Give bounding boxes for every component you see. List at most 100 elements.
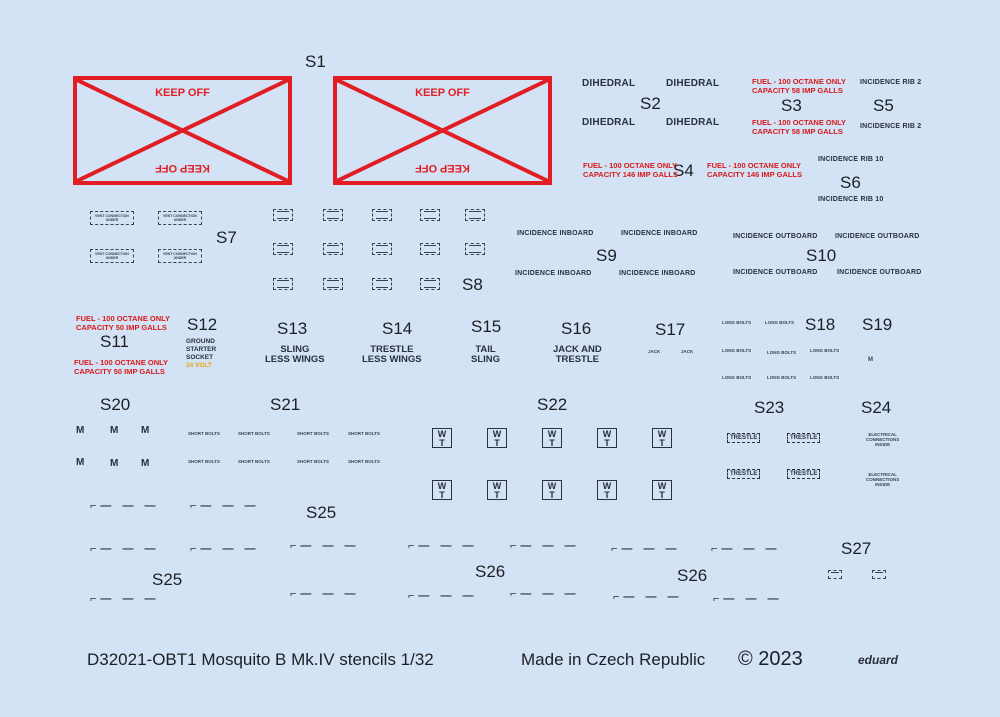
incidence-inboard-stencil: INCIDENCE INBOARD — [515, 270, 592, 277]
set-label-5: S6 — [840, 173, 861, 192]
copyright-label: © 2023 — [738, 648, 803, 670]
dash-line-stencil: ⌐— — — — [290, 588, 360, 600]
fuel-146-stencil-line: CAPACITY 146 IMP GALLS — [583, 170, 679, 179]
long-bolts-stencil: LONG BOLTS — [722, 375, 752, 380]
incidence-rib-2-stencil: INCIDENCE RIB 2 — [860, 79, 922, 86]
s8-box-stencil — [273, 278, 293, 290]
wt-stencil-line: T — [494, 490, 500, 500]
s8-box-stencil — [420, 209, 440, 221]
short-bolts-stencil: SHORT BOLTS — [348, 431, 380, 436]
dash-line-stencil: ⌐— — — — [90, 593, 160, 605]
dash-line-stencil: ⌐— — — — [713, 593, 783, 605]
trestle-stencil: TRESTLE — [727, 469, 761, 479]
set-label-19: S20 — [100, 395, 131, 414]
set-label-7: S8 — [462, 275, 483, 294]
set-label-4: S5 — [873, 96, 894, 115]
keep-off-stencil: KEEP OFF KEEP OFF — [333, 76, 552, 185]
wt-stencil-line: W — [602, 481, 612, 491]
m-stencil: M — [76, 425, 85, 436]
made-in-label: Made in Czech Republic — [521, 650, 706, 669]
wt-stencil-line: W — [547, 429, 557, 439]
jack-stencil: JACK — [648, 349, 661, 354]
set-label-24: S25 — [306, 503, 337, 522]
electrical-connections-stencil-line: ELECTRICAL — [868, 432, 897, 437]
s27-box-stencil — [828, 570, 842, 579]
vent-connection-stencil-line: VENT CONNECTION — [163, 252, 197, 256]
set-label-3: S4 — [673, 161, 694, 180]
jack-stencil: JACK — [681, 349, 694, 354]
ground-starter-stencil-line: STARTER — [186, 346, 217, 353]
set-label-11: S12 — [187, 315, 218, 334]
vent-connection-stencil-line: VENT CONNECTION — [95, 214, 129, 218]
electrical-connections-stencil-line: ELECTRICAL — [868, 472, 897, 477]
m-stencil: M — [110, 458, 119, 469]
fuel-50-stencil: FUEL - 100 OCTANE ONLY CAPACITY 50 IMP GA… — [74, 358, 168, 376]
short-bolts-stencil: SHORT BOLTS — [238, 459, 270, 464]
set-label-1: S2 — [640, 94, 661, 113]
fuel-58-stencil: FUEL - 100 OCTANE ONLY CAPACITY 58 IMP GA… — [752, 118, 846, 136]
dash-line-stencil: ⌐— — — — [90, 500, 160, 512]
wt-stencil-line: W — [437, 429, 447, 439]
short-bolts-stencil: SHORT BOLTS — [238, 431, 270, 436]
electrical-connections-stencil: ELECTRICAL CONNECTIONS INSIDE — [866, 472, 899, 487]
wt-stencil-line: T — [659, 438, 665, 448]
fuel-146-stencil-line: CAPACITY 146 IMP GALLS — [707, 170, 803, 179]
sheet-title: D32021-OBT1 Mosquito B Mk.IV stencils 1/… — [87, 650, 434, 669]
s8-box-stencil — [465, 243, 485, 255]
short-bolts-stencil: SHORT BOLTS — [297, 459, 329, 464]
dash-line-stencil: ⌐— — — — [90, 543, 160, 555]
sling-less-wings-stencil-line: SLING — [280, 344, 310, 355]
s8-box-stencil — [465, 209, 485, 221]
dash-line-stencil: ⌐— — — — [290, 540, 360, 552]
vent-connection-stencil-line: VENT CONNECTION — [163, 214, 197, 218]
long-bolts-stencil: LONG BOLTS — [810, 375, 840, 380]
wt-stencil-line: T — [494, 438, 500, 448]
set-label-24: S26 — [677, 566, 708, 585]
wt-stencil-line: W — [492, 429, 502, 439]
short-bolts-stencil: SHORT BOLTS — [188, 431, 220, 436]
m-stencil: M — [110, 425, 119, 436]
m-stencil: M — [141, 425, 150, 436]
long-bolts-stencil: LONG BOLTS — [722, 320, 752, 325]
set-label-10: S11 — [100, 332, 129, 351]
cross-lines — [337, 80, 549, 183]
incidence-inboard-stencil: INCIDENCE INBOARD — [619, 270, 696, 277]
wt-stencil-line: W — [602, 429, 612, 439]
wt-stencil-line: T — [439, 438, 445, 448]
s8-box-stencil — [372, 209, 392, 221]
keep-off-text: KEEP OFF — [155, 87, 210, 99]
sling-less-wings-stencil: SLING LESS WINGS — [265, 345, 325, 365]
long-bolts-stencil: LONG BOLTS — [767, 350, 797, 355]
wt-stencil-line: W — [437, 481, 447, 491]
short-bolts-stencil: SHORT BOLTS — [297, 431, 329, 436]
fuel-50-stencil-line: FUEL - 100 OCTANE ONLY — [74, 358, 169, 367]
vent-connection-stencil-line: UNDER — [105, 218, 119, 222]
vent-connection-stencil-line: UNDER — [105, 256, 119, 260]
m-stencil: M — [141, 458, 150, 469]
electrical-connections-stencil-line: INSIDE — [875, 482, 891, 487]
ground-starter-stencil-line: SOCKET — [186, 354, 214, 361]
dash-line-stencil: ⌐— — — — [510, 540, 580, 552]
set-label-9: S10 — [806, 246, 837, 265]
incidence-outboard-stencil: INCIDENCE OUTBOARD — [835, 233, 920, 240]
set-label-17: S18 — [805, 315, 836, 334]
dash-line-stencil: ⌐— — — — [408, 590, 478, 602]
set-label-0: S1 — [305, 52, 326, 71]
electrical-connections-stencil: ELECTRICAL CONNECTIONS INSIDE — [866, 432, 899, 447]
set-label-22: S23 — [754, 398, 785, 417]
vent-connection-stencil-line: UNDER — [173, 218, 187, 222]
s8-box-stencil — [323, 243, 343, 255]
wt-stencil-line: T — [549, 490, 555, 500]
wt-stencil-line: T — [604, 438, 610, 448]
set-label-25: S27 — [841, 539, 872, 558]
s19-m-stencil: M — [868, 357, 873, 363]
wt-stencil-line: T — [549, 438, 555, 448]
dash-line-stencil: ⌐— — — — [611, 543, 681, 555]
dihedral-stencil: DIHEDRAL — [582, 78, 636, 89]
vent-connection-stencil: VENT CONNECTION UNDER — [158, 249, 202, 263]
ground-starter-stencil-line: 24 VOLT — [186, 362, 212, 369]
